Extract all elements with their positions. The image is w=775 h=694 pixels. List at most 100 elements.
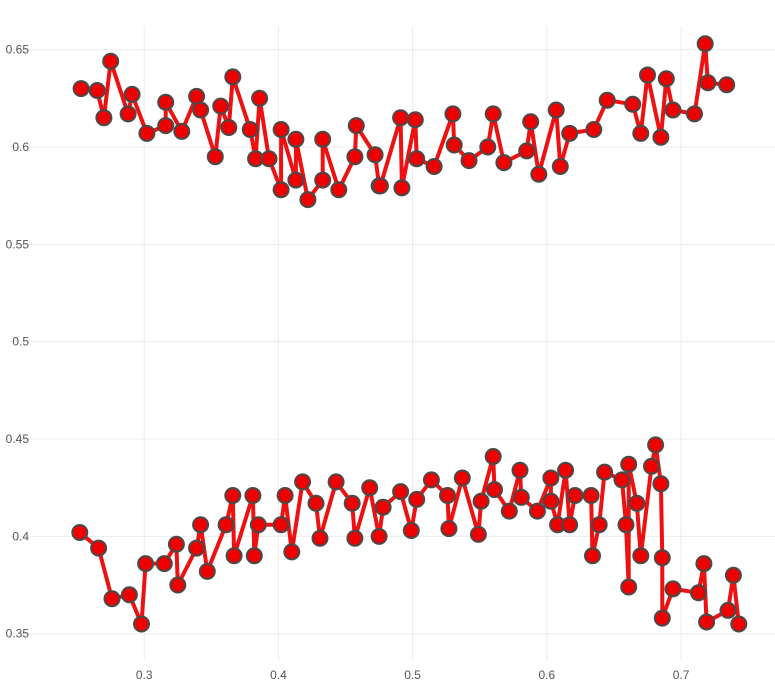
data-point (647, 436, 665, 454)
data-point (620, 455, 638, 473)
data-point (408, 150, 426, 168)
data-point (422, 471, 440, 489)
data-point (346, 529, 364, 547)
data-point (528, 502, 546, 520)
data-point (251, 89, 269, 107)
data-point (192, 516, 210, 534)
data-point (582, 487, 600, 504)
y-tick-label: 0.35 (6, 627, 30, 641)
data-point (657, 70, 675, 88)
data-point (690, 584, 707, 602)
data-point (299, 191, 317, 209)
data-point (272, 516, 290, 534)
data-point (440, 520, 458, 538)
data-point (613, 471, 631, 489)
data-point (260, 150, 278, 168)
data-point (652, 128, 670, 146)
data-point (653, 609, 671, 627)
data-point (617, 516, 635, 534)
axis-labels: 0.3 0.4 0.5 0.6 0.7 0.35 0.4 0.45 0.5 0.55 0.6 0.65 (6, 43, 690, 682)
data-point (188, 539, 206, 557)
data-point (584, 547, 601, 565)
data-point (287, 171, 305, 189)
data-point (157, 117, 175, 135)
data-point (652, 475, 670, 493)
data-point (719, 601, 737, 619)
data-point (220, 119, 238, 136)
data-point (518, 142, 536, 160)
data-point (590, 516, 608, 534)
data-point (643, 457, 660, 475)
data-point (408, 490, 426, 508)
data-point (439, 487, 456, 504)
data-point (730, 615, 748, 633)
data-point (664, 101, 682, 119)
data-point (406, 111, 424, 129)
data-point (542, 492, 560, 510)
data-point (330, 181, 348, 199)
data-point (198, 562, 216, 580)
data-point (72, 80, 90, 98)
data-point (522, 113, 540, 131)
data-point (90, 539, 108, 557)
data-point (484, 448, 502, 465)
data-point (224, 487, 242, 504)
data-point (137, 555, 155, 573)
data-point (445, 136, 463, 154)
x-tick-label: 0.6 (538, 668, 555, 682)
x-tick-label: 0.4 (270, 668, 287, 682)
data-point (155, 555, 173, 573)
data-point (327, 473, 345, 491)
data-point (561, 516, 579, 534)
data-point (472, 492, 490, 510)
y-tick-label: 0.4 (12, 529, 29, 543)
series-1 (72, 35, 736, 209)
data-point (272, 181, 290, 199)
data-point (314, 130, 332, 148)
data-point (287, 130, 305, 148)
data-point (596, 463, 614, 481)
data-point (283, 543, 301, 561)
data-point (173, 122, 191, 140)
data-point (294, 473, 312, 491)
data-point (486, 481, 503, 499)
y-tick-label: 0.65 (6, 43, 30, 57)
data-point (169, 576, 187, 594)
data-point (724, 566, 742, 584)
data-series (71, 35, 748, 633)
data-point (249, 516, 267, 534)
data-point (314, 171, 332, 189)
data-point (664, 580, 682, 598)
data-point (102, 52, 120, 70)
y-tick-label: 0.45 (6, 432, 30, 446)
y-tick-label: 0.55 (6, 237, 30, 251)
data-point (453, 469, 471, 487)
data-point (557, 461, 575, 479)
data-point (632, 547, 650, 565)
data-point (371, 177, 389, 195)
data-point (245, 547, 263, 565)
data-point (192, 101, 210, 119)
data-point (495, 154, 513, 172)
data-point (393, 179, 411, 197)
data-point (444, 105, 462, 123)
x-tick-label: 0.3 (136, 668, 153, 682)
series-2 (71, 436, 748, 633)
data-point (639, 66, 656, 84)
data-point (374, 498, 392, 516)
data-point (311, 529, 329, 547)
data-point (696, 35, 714, 53)
data-point (103, 590, 121, 608)
x-tick-label: 0.5 (404, 668, 421, 682)
data-point (366, 146, 384, 164)
data-point (392, 483, 410, 501)
data-point (469, 525, 487, 543)
data-point (206, 148, 224, 166)
data-point (392, 109, 410, 127)
y-tick-label: 0.6 (12, 140, 29, 154)
data-point (95, 109, 113, 127)
data-point (225, 547, 243, 565)
data-point (224, 68, 242, 86)
data-point (119, 105, 137, 123)
